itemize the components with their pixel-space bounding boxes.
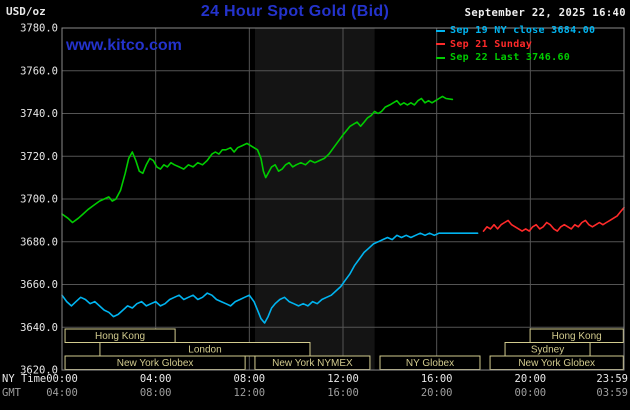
legend-item-label: Sep 22 Last 3746.60 <box>450 52 571 64</box>
x-axis-gmt-tick-label: 00:00 <box>515 387 547 399</box>
legend-line-swatch <box>436 56 445 59</box>
x-axis-gmt-caption: GMT <box>2 387 22 399</box>
session-label: Hong Kong <box>552 331 602 342</box>
legend-item-sunday: Sep 21 Sunday <box>436 38 595 52</box>
x-axis-gmt-tick-label: 04:00 <box>46 387 78 399</box>
legend-item-label: Sep 21 Sunday <box>450 38 533 50</box>
y-axis-tick-label: 3660.0 <box>20 279 58 291</box>
x-axis-gmt-tick-label: 03:59 <box>596 387 628 399</box>
session-label: New York Globex <box>117 358 194 369</box>
x-axis-ny-tick-label: 12:00 <box>327 373 359 385</box>
session-label: London <box>188 345 221 356</box>
legend-item-last: Sep 22 Last 3746.60 <box>436 51 595 65</box>
x-axis-ny-tick-label: 16:00 <box>421 373 453 385</box>
session-label: NY Globex <box>406 358 454 369</box>
legend-line-swatch <box>436 29 445 32</box>
kitco-watermark-link[interactable]: www.kitco.com <box>66 37 182 54</box>
x-axis-ny-tick-label: 04:00 <box>140 373 172 385</box>
y-axis-tick-label: 3620.0 <box>20 365 58 377</box>
x-axis-gmt-tick-label: 16:00 <box>327 387 359 399</box>
y-axis-tick-label: 3780.0 <box>20 23 58 35</box>
y-axis-units-label: USD/oz <box>6 5 46 18</box>
x-axis-gmt-tick-label: 12:00 <box>234 387 266 399</box>
legend-item-prev-close: Sep 19 NY close 3684.00 <box>436 24 595 38</box>
price-line-sep-21-sunday <box>482 206 625 232</box>
session-label: New York Globex <box>518 358 595 369</box>
y-axis-tick-label: 3740.0 <box>20 108 58 120</box>
x-axis-gmt-tick-label: 20:00 <box>421 387 453 399</box>
y-axis-tick-label: 3760.0 <box>20 65 58 77</box>
session-label: New York NYMEX <box>272 358 353 369</box>
x-axis-ny-tick-label: 23:59 <box>596 373 628 385</box>
chart-title: 24 Hour Spot Gold (Bid) <box>200 3 390 20</box>
session-label: Sydney <box>531 345 564 356</box>
legend-item-label: Sep 19 NY close 3684.00 <box>450 25 596 37</box>
y-axis-tick-label: 3640.0 <box>20 322 58 334</box>
y-axis-tick-label: 3720.0 <box>20 151 58 163</box>
x-axis-ny-tick-label: 08:00 <box>234 373 266 385</box>
legend-line-swatch <box>436 43 445 46</box>
chart-legend: Sep 19 NY close 3684.00 Sep 21 Sunday Se… <box>436 24 595 65</box>
y-axis-tick-label: 3680.0 <box>20 236 58 248</box>
x-axis-ny-caption: NY Time <box>2 373 46 385</box>
price-line-sep-22-last <box>61 95 454 224</box>
x-axis-ny-tick-label: 20:00 <box>515 373 547 385</box>
plot-border <box>61 27 625 371</box>
x-axis-gmt-tick-label: 08:00 <box>140 387 172 399</box>
chart-datetime: September 22, 2025 16:40 <box>464 7 626 19</box>
price-line-sep-19-ny-close <box>61 232 479 324</box>
x-axis-ny-tick-label: 00:00 <box>46 373 78 385</box>
session-label: Hong Kong <box>95 331 145 342</box>
y-axis-tick-label: 3700.0 <box>20 194 58 206</box>
